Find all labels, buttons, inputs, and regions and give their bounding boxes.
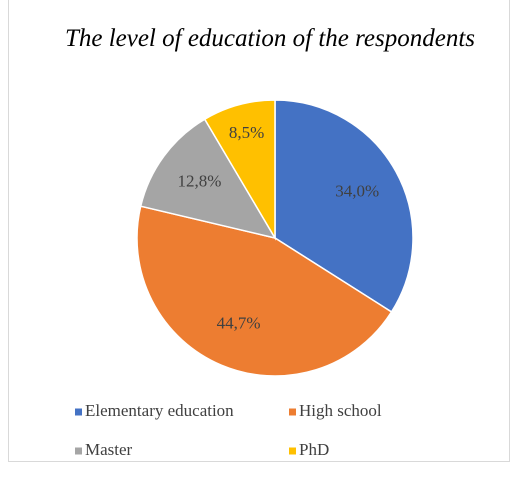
data-label: 34,0% [335,182,379,201]
pie-slice [274,99,414,313]
data-label: 12,8% [177,171,221,190]
legend-label: High school [299,401,382,420]
legend-label: PhD [299,440,329,459]
legend-swatch [75,447,82,455]
legend-label: Master [85,440,133,459]
pie-slice [203,99,276,241]
pie-slice [139,118,277,240]
chart-title: The level of education of the respondent… [64,25,476,52]
data-label: 8,5% [229,123,264,142]
legend-label: Elementary education [85,401,234,420]
chart-frame [8,0,510,462]
legend-swatch [289,447,296,455]
pie-slice [136,205,393,377]
legend-swatch [75,408,82,416]
legend-swatch [289,408,296,416]
data-label: 44,7% [217,313,261,332]
